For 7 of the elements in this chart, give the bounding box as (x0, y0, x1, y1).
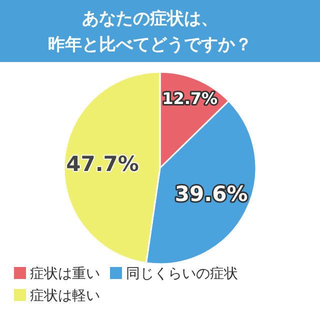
data-label: 39.6% (174, 182, 248, 206)
legend-label: 症状は重い (30, 266, 100, 282)
data-label: 47.7% (66, 152, 139, 176)
data-label: 12.7% (162, 89, 218, 108)
title: あなたの症状は、昨年と比べてどうですか？ (48, 9, 252, 55)
legend-label: 症状は軽い (30, 288, 100, 304)
legend-label: 同じくらいの症状 (126, 266, 238, 282)
